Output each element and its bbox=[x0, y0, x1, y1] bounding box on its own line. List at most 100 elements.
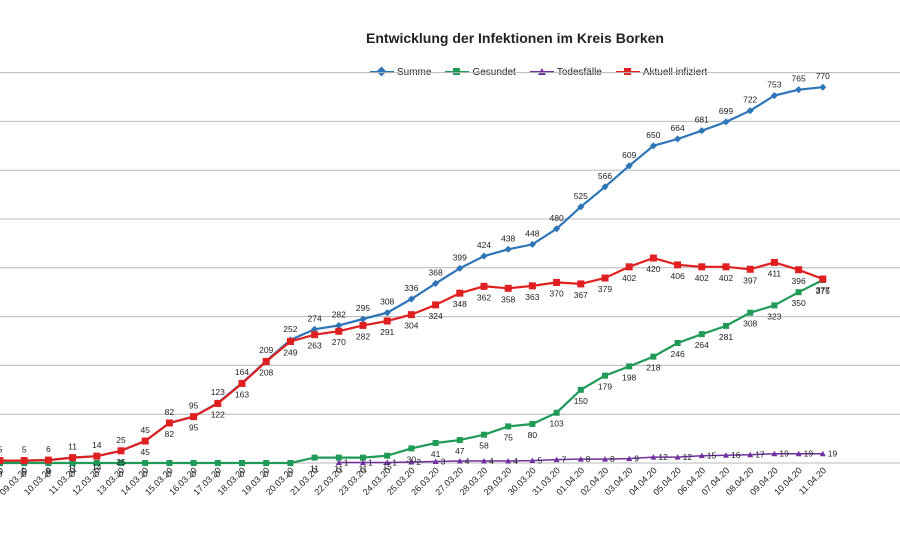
legend-swatch-aktuell-infiziert bbox=[615, 68, 640, 75]
point-aktuell-infiziert-20 bbox=[480, 282, 488, 290]
data-label-aktuell-infiziert-10: 163 bbox=[235, 389, 249, 399]
data-label-aktuell-infiziert-7: 82 bbox=[165, 429, 175, 439]
point-gesundet-12 bbox=[287, 460, 294, 466]
legend-label-todesfaelle: Todesfälle bbox=[556, 66, 602, 78]
data-label-aktuell-infiziert-1: 5 bbox=[22, 467, 27, 477]
data-label-gesundet-33: 350 bbox=[792, 298, 806, 308]
data-label-summe-15: 295 bbox=[356, 303, 370, 313]
data-label-summe-14: 282 bbox=[332, 309, 346, 319]
point-gesundet-33 bbox=[795, 289, 802, 296]
data-label-gesundet-16: 15 bbox=[382, 462, 392, 472]
point-aktuell-infiziert-28 bbox=[674, 261, 682, 269]
data-label-summe-22: 448 bbox=[525, 228, 539, 238]
point-summe-18 bbox=[432, 279, 440, 287]
point-aktuell-infiziert-15 bbox=[359, 321, 367, 329]
data-label-aktuell-infiziert-13: 263 bbox=[308, 341, 322, 351]
data-label-summe-7: 82 bbox=[165, 407, 175, 417]
point-gesundet-18 bbox=[432, 439, 439, 446]
data-label-summe-32: 753 bbox=[767, 80, 781, 90]
data-label-gesundet-30: 281 bbox=[719, 332, 733, 342]
data-label-aktuell-infiziert-21: 358 bbox=[501, 294, 515, 304]
data-label-gesundet-10: 0 bbox=[240, 469, 245, 479]
point-gesundet-17 bbox=[408, 445, 415, 452]
point-todesf-lle-33 bbox=[795, 450, 802, 457]
data-label-gesundet-18: 41 bbox=[431, 449, 441, 459]
data-label-gesundet-22: 80 bbox=[528, 430, 538, 440]
data-label-summe-34: 770 bbox=[816, 71, 830, 81]
data-label-aktuell-infiziert-28: 406 bbox=[671, 271, 685, 281]
data-label-gesundet-24: 150 bbox=[574, 396, 588, 406]
data-label-aktuell-infiziert-17: 304 bbox=[404, 321, 418, 331]
point-summe-21 bbox=[504, 245, 512, 253]
data-label-gesundet-32: 323 bbox=[767, 311, 781, 321]
data-label-gesundet-6: 0 bbox=[143, 469, 148, 479]
data-label-todesf-lle-31: 17 bbox=[755, 450, 765, 460]
x-tick-labels: 08.03.2009.03.2010.03.2011.03.2012.03.20… bbox=[0, 465, 828, 497]
point-gesundet-21 bbox=[505, 423, 512, 430]
point-aktuell-infiziert-5 bbox=[117, 447, 125, 455]
point-aktuell-infiziert-34 bbox=[819, 275, 827, 283]
point-gesundet-7 bbox=[166, 460, 173, 466]
data-label-gesundet-3: 0 bbox=[70, 469, 75, 479]
point-aktuell-infiziert-21 bbox=[504, 284, 512, 292]
point-aktuell-infiziert-31 bbox=[746, 265, 754, 273]
point-summe-24 bbox=[577, 203, 585, 211]
data-label-gesundet-15: 11 bbox=[359, 464, 368, 474]
data-label-todesf-lle-19: 4 bbox=[465, 456, 470, 466]
point-gesundet-13 bbox=[311, 454, 318, 461]
legend: Summe Gesundet Todesfälle Aktuell infizi… bbox=[370, 64, 707, 80]
data-label-summe-24: 525 bbox=[574, 191, 588, 201]
point-gesundet-29 bbox=[698, 331, 705, 338]
data-label-todesf-lle-32: 19 bbox=[779, 449, 789, 459]
data-label-aktuell-infiziert-6: 45 bbox=[140, 447, 150, 457]
point-gesundet-9 bbox=[214, 460, 221, 466]
data-label-aktuell-infiziert-31: 397 bbox=[743, 275, 757, 285]
point-aktuell-infiziert-4 bbox=[93, 452, 101, 460]
data-label-gesundet-27: 218 bbox=[646, 363, 660, 373]
data-label-aktuell-infiziert-16: 291 bbox=[380, 327, 394, 337]
point-aktuell-infiziert-0 bbox=[0, 457, 4, 465]
point-todesf-lle-24 bbox=[577, 456, 584, 462]
data-label-summe-28: 664 bbox=[671, 123, 685, 133]
point-todesf-lle-19 bbox=[456, 458, 463, 464]
data-label-gesundet-20: 58 bbox=[479, 441, 489, 451]
point-todesf-lle-31 bbox=[747, 451, 754, 458]
data-label-summe-17: 336 bbox=[404, 283, 418, 293]
data-label-gesundet-7: 0 bbox=[167, 469, 172, 479]
data-label-summe-1: 5 bbox=[22, 445, 27, 455]
data-label-summe-13: 274 bbox=[308, 313, 322, 323]
data-label-aktuell-infiziert-30: 402 bbox=[719, 273, 733, 283]
point-todesf-lle-30 bbox=[723, 452, 729, 458]
point-todesf-lle-21 bbox=[505, 458, 512, 464]
legend-swatch-summe bbox=[370, 66, 394, 77]
data-label-gesundet-5: 0 bbox=[119, 469, 124, 479]
point-aktuell-infiziert-17 bbox=[407, 311, 415, 319]
point-summe-19 bbox=[456, 264, 464, 272]
point-aktuell-infiziert-32 bbox=[770, 258, 778, 266]
data-label-aktuell-infiziert-8: 95 bbox=[189, 423, 199, 433]
data-label-todesf-lle-25: 8 bbox=[610, 454, 615, 464]
data-label-summe-33: 765 bbox=[792, 74, 806, 84]
data-label-summe-21: 438 bbox=[501, 233, 515, 243]
data-label-aktuell-infiziert-29: 402 bbox=[695, 273, 709, 283]
data-label-gesundet-11: 0 bbox=[264, 469, 269, 479]
data-label-aktuell-infiziert-9: 122 bbox=[211, 409, 225, 419]
point-aktuell-infiziert-25 bbox=[601, 274, 609, 282]
data-label-aktuell-infiziert-14: 270 bbox=[332, 337, 346, 347]
point-aktuell-infiziert-14 bbox=[335, 327, 343, 335]
data-labels: 5561114254582951231642092522742822953083… bbox=[0, 71, 838, 479]
data-label-todesf-lle-30: 16 bbox=[731, 450, 741, 460]
point-gesundet-3 bbox=[69, 460, 76, 466]
data-label-aktuell-infiziert-18: 324 bbox=[429, 311, 443, 321]
point-aktuell-infiziert-3 bbox=[69, 454, 77, 462]
data-label-aktuell-infiziert-25: 379 bbox=[598, 284, 612, 294]
data-label-todesf-lle-17: 2 bbox=[416, 457, 421, 467]
data-label-summe-26: 609 bbox=[622, 150, 636, 160]
point-gesundet-8 bbox=[190, 460, 197, 466]
legend-label-aktuell-infiziert: Aktuell infiziert bbox=[642, 66, 708, 78]
point-summe-25 bbox=[601, 183, 609, 191]
point-todesf-lle-23 bbox=[553, 456, 560, 463]
point-todesf-lle-27 bbox=[650, 454, 657, 460]
data-label-summe-20: 424 bbox=[477, 240, 491, 250]
point-summe-15 bbox=[359, 315, 367, 323]
